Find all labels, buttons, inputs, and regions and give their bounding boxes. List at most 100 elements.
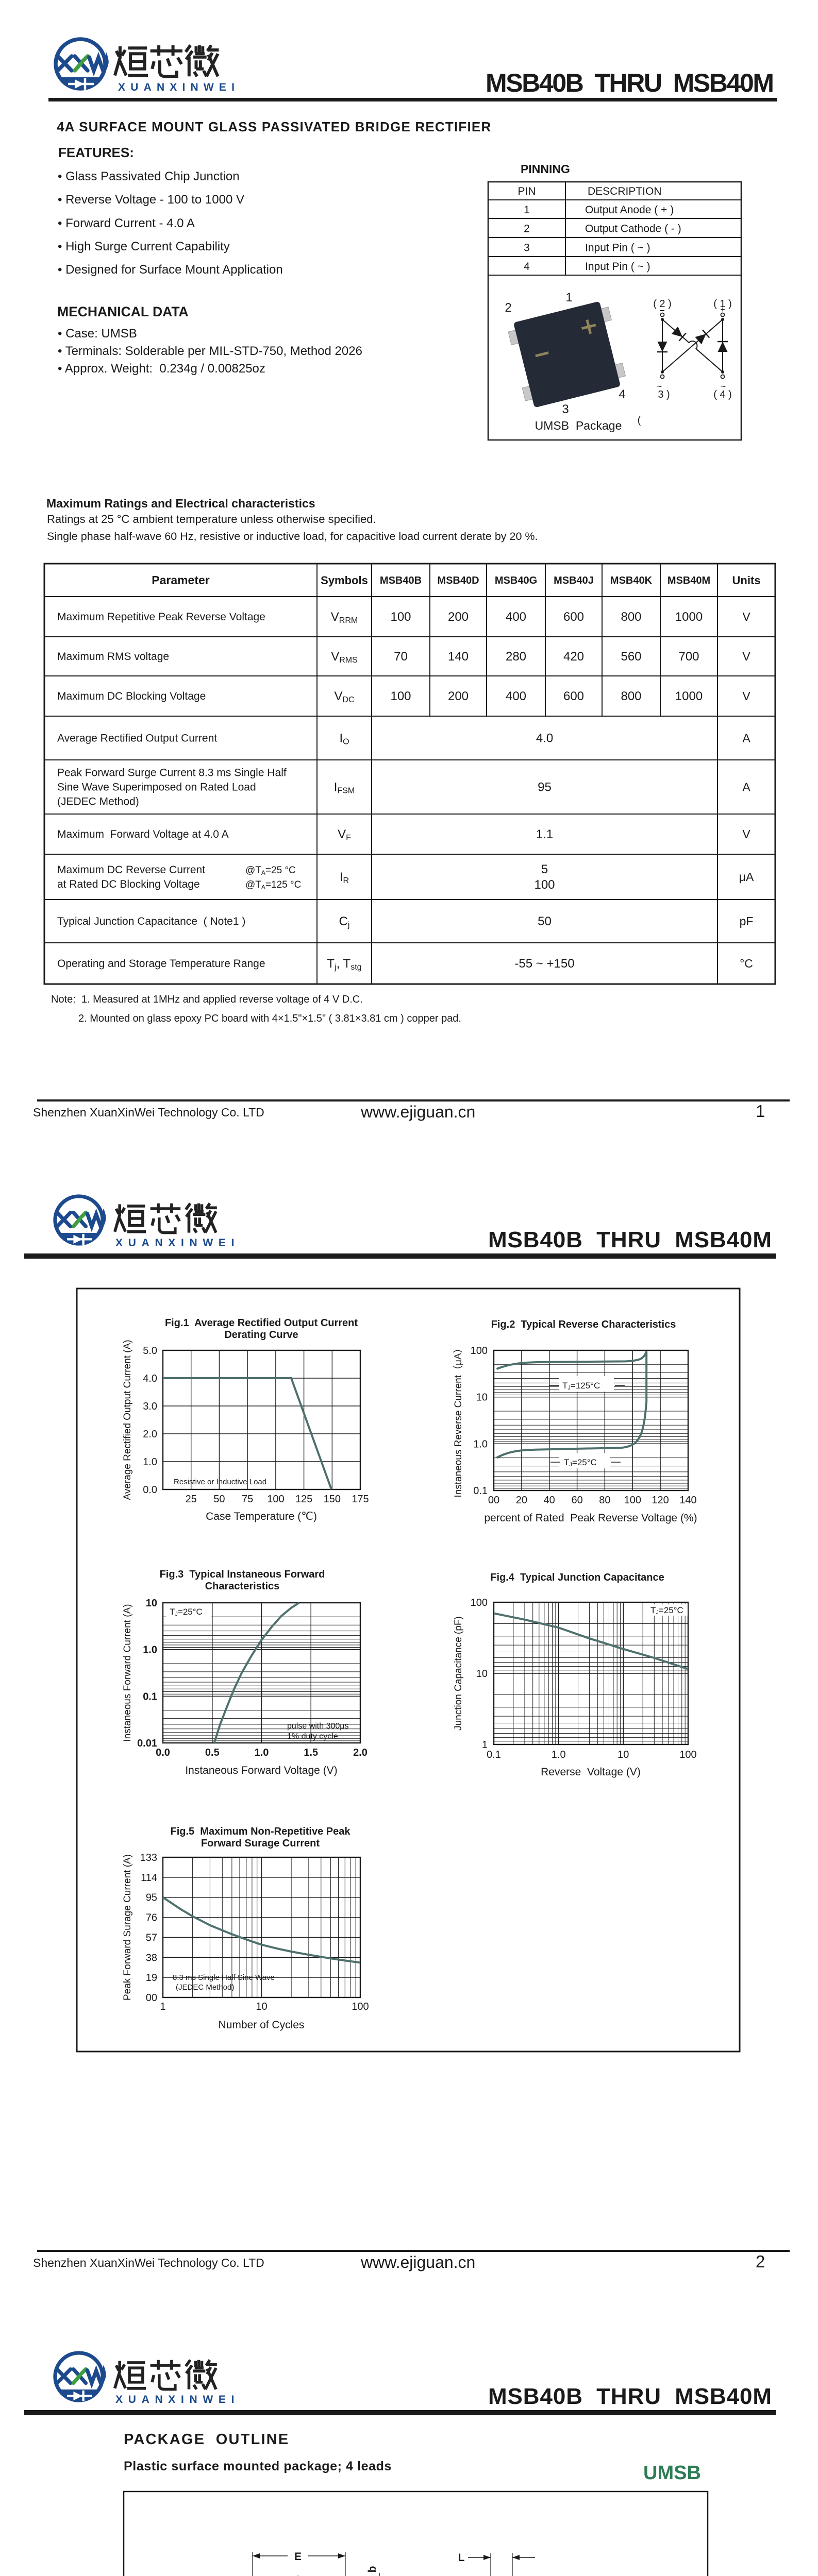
svg-text:( 4 ): ( 4 ) — [713, 389, 732, 400]
svg-text:10: 10 — [476, 1392, 488, 1403]
svg-text:Derating Curve: Derating Curve — [224, 1329, 298, 1341]
svg-text:2.0: 2.0 — [143, 1429, 157, 1440]
svg-text:120: 120 — [652, 1495, 669, 1506]
svg-text:A: A — [742, 781, 750, 794]
svg-text:MSB40J: MSB40J — [554, 575, 594, 586]
svg-text:100: 100 — [267, 1494, 284, 1505]
svg-text:Maximum Forward Voltage at 4.: Maximum Forward Voltage at 4.0 A — [57, 828, 229, 840]
svg-text:( 1 ): ( 1 ) — [713, 298, 732, 310]
svg-text:b: b — [366, 2566, 378, 2573]
svg-text:Input Pin ( ~ ): Input Pin ( ~ ) — [585, 242, 650, 253]
svg-text:Output Cathode ( - ): Output Cathode ( - ) — [585, 223, 681, 235]
svg-text:+: + — [720, 306, 725, 314]
svg-text:4: 4 — [524, 261, 530, 273]
svg-text:V: V — [742, 610, 750, 623]
svg-text:MSB40M: MSB40M — [667, 575, 710, 586]
svg-text:PIN: PIN — [517, 185, 536, 197]
svg-text:70: 70 — [394, 650, 408, 664]
svg-text:V: V — [742, 689, 750, 703]
svg-text:3: 3 — [562, 402, 569, 416]
svg-text:Characteristics: Characteristics — [205, 1581, 280, 1592]
svg-text:1000: 1000 — [675, 610, 703, 624]
svg-text:3: 3 — [524, 242, 530, 253]
svg-text:10: 10 — [617, 1749, 629, 1760]
svg-text:280: 280 — [506, 650, 526, 664]
svg-text:0.1: 0.1 — [473, 1485, 488, 1497]
svg-text:@TA=25 °C: @TA=25 °C — [245, 865, 296, 876]
svg-text:1.0: 1.0 — [552, 1749, 566, 1760]
svg-text:5.0: 5.0 — [143, 1345, 157, 1357]
svg-text:1: 1 — [524, 204, 530, 216]
svg-text:40: 40 — [544, 1495, 555, 1506]
svg-text:VRMS: VRMS — [331, 650, 358, 665]
svg-text:Sine Wave Superimposed on Rate: Sine Wave Superimposed on Rated Load — [57, 782, 256, 793]
svg-text:4.0: 4.0 — [536, 732, 553, 745]
svg-text:5: 5 — [541, 862, 548, 876]
svg-text:140: 140 — [448, 650, 469, 664]
svg-text:Peak Forward Surge Current 8.3: Peak Forward Surge Current 8.3 ms Single… — [57, 767, 287, 779]
svg-text:Maximum Repetitive Peak Revers: Maximum Repetitive Peak Reverse Voltage — [57, 611, 265, 623]
svg-text:1000: 1000 — [675, 689, 703, 703]
svg-text:V: V — [742, 650, 750, 663]
svg-text:VF: VF — [338, 827, 351, 842]
svg-text:50: 50 — [538, 914, 552, 928]
svg-text:DESCRIPTION: DESCRIPTION — [588, 185, 662, 197]
svg-text:60: 60 — [571, 1495, 582, 1506]
svg-text:1.0: 1.0 — [473, 1438, 488, 1450]
svg-text:-55 ~ +150: -55 ~ +150 — [514, 957, 574, 971]
svg-text:Cj: Cj — [339, 914, 350, 929]
svg-text:1.1: 1.1 — [536, 827, 553, 841]
svg-text:2: 2 — [505, 301, 511, 315]
svg-text:4: 4 — [619, 387, 625, 401]
svg-text:°C: °C — [740, 957, 753, 970]
svg-text:76: 76 — [146, 1912, 157, 1924]
svg-text:700: 700 — [678, 650, 699, 664]
svg-text:560: 560 — [621, 650, 641, 664]
svg-text:0.01: 0.01 — [137, 1738, 157, 1749]
svg-text:400: 400 — [506, 610, 526, 624]
svg-text:8.3 ms Single Half Sine Wave: 8.3 ms Single Half Sine Wave — [173, 1973, 275, 1982]
svg-text:TJ=25°C: TJ=25°C — [564, 1458, 597, 1468]
svg-text:1.0: 1.0 — [143, 1456, 157, 1468]
svg-text:Forward Surage Current: Forward Surage Current — [201, 1838, 320, 1849]
svg-text:420: 420 — [563, 650, 584, 664]
svg-text:25: 25 — [186, 1494, 197, 1505]
svg-text:100: 100 — [624, 1495, 641, 1506]
svg-text:57: 57 — [146, 1932, 157, 1943]
svg-text:(: ( — [638, 415, 641, 426]
svg-text:0.0: 0.0 — [143, 1484, 157, 1496]
svg-text:Operating and Storage Temperat: Operating and Storage Temperature Range — [57, 958, 265, 970]
svg-text:MSB40B: MSB40B — [380, 575, 422, 586]
svg-text:100: 100 — [390, 689, 411, 703]
svg-text:Output Anode ( + ): Output Anode ( + ) — [585, 204, 674, 216]
svg-text:Units: Units — [732, 574, 761, 587]
svg-text:Instaneous Forward Voltage (V): Instaneous Forward Voltage (V) — [185, 1765, 337, 1776]
svg-text:Peak Forward Surage Current (A: Peak Forward Surage Current (A) — [122, 1854, 133, 2001]
svg-text:Tj, Tstg: Tj, Tstg — [327, 957, 361, 972]
svg-text:~: ~ — [657, 381, 662, 392]
svg-text:Symbols: Symbols — [321, 574, 368, 587]
svg-text:MSB40G: MSB40G — [495, 575, 537, 586]
svg-text:1.0: 1.0 — [143, 1645, 157, 1656]
svg-text:50: 50 — [213, 1494, 225, 1505]
svg-text:600: 600 — [563, 689, 584, 703]
svg-text:600: 600 — [563, 610, 584, 624]
svg-text:pF: pF — [740, 914, 754, 928]
svg-text:Fig.4 Typical Junction Capaci: Fig.4 Typical Junction Capacitance — [490, 1572, 664, 1583]
svg-text:Average Rectified Output Curre: Average Rectified Output Current (A) — [122, 1340, 133, 1500]
svg-text:Fig.1 Average Rectified Outpu: Fig.1 Average Rectified Output Current — [165, 1317, 358, 1329]
svg-text:0.1: 0.1 — [143, 1691, 157, 1702]
svg-text:Parameter: Parameter — [152, 573, 210, 587]
svg-text:00: 00 — [146, 1992, 157, 2004]
svg-text:Typical Junction Capacitance: Typical Junction Capacitance ( Note1 ) — [57, 916, 245, 927]
svg-text:@TA=125 °C: @TA=125 °C — [245, 879, 301, 891]
svg-text:Number of Cycles: Number of Cycles — [219, 2019, 305, 2031]
svg-text:XUANXINWEI: XUANXINWEI — [118, 81, 240, 93]
svg-text:800: 800 — [621, 610, 641, 624]
svg-text:VDC: VDC — [334, 689, 354, 704]
svg-text:L: L — [458, 2552, 465, 2564]
svg-text:150: 150 — [324, 1494, 341, 1505]
svg-text:(JEDEC Method): (JEDEC Method) — [176, 1983, 234, 1992]
svg-text:20: 20 — [516, 1495, 527, 1506]
svg-text:0.0: 0.0 — [156, 1747, 170, 1758]
